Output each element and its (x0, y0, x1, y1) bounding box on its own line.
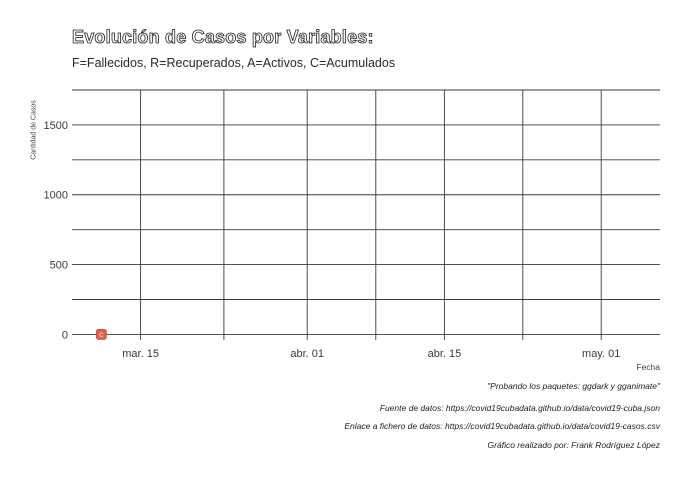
y-tick-label: 500 (50, 260, 68, 272)
y-tick-label: 0 (62, 329, 68, 341)
x-tick-label: may. 01 (582, 348, 620, 360)
caption-source: Fuente de datos: https://covid19cubadata… (379, 403, 660, 413)
caption-author: Gráfico realizado por: Frank Rodríguez L… (487, 440, 660, 450)
chart-subtitle: F=Fallecidos, R=Recuperados, A=Activos, … (72, 56, 396, 70)
caption-packages: "Probando los paquetes: ggdark y gganima… (487, 381, 660, 391)
x-tick-label: abr. 01 (290, 348, 324, 360)
caption-data-link: Enlace a fichero de datos: https://covid… (344, 421, 660, 431)
x-axis-label: Fecha (636, 362, 660, 372)
series-point-marker (96, 329, 107, 340)
series-point-label: C (99, 333, 104, 339)
x-tick-label: mar. 15 (122, 348, 159, 360)
x-tick-label: abr. 15 (428, 348, 462, 360)
y-tick-label: 1500 (44, 120, 68, 132)
y-tick-label: 1000 (44, 190, 68, 202)
chart-title: Evolución de Casos por Variables: (72, 27, 374, 48)
